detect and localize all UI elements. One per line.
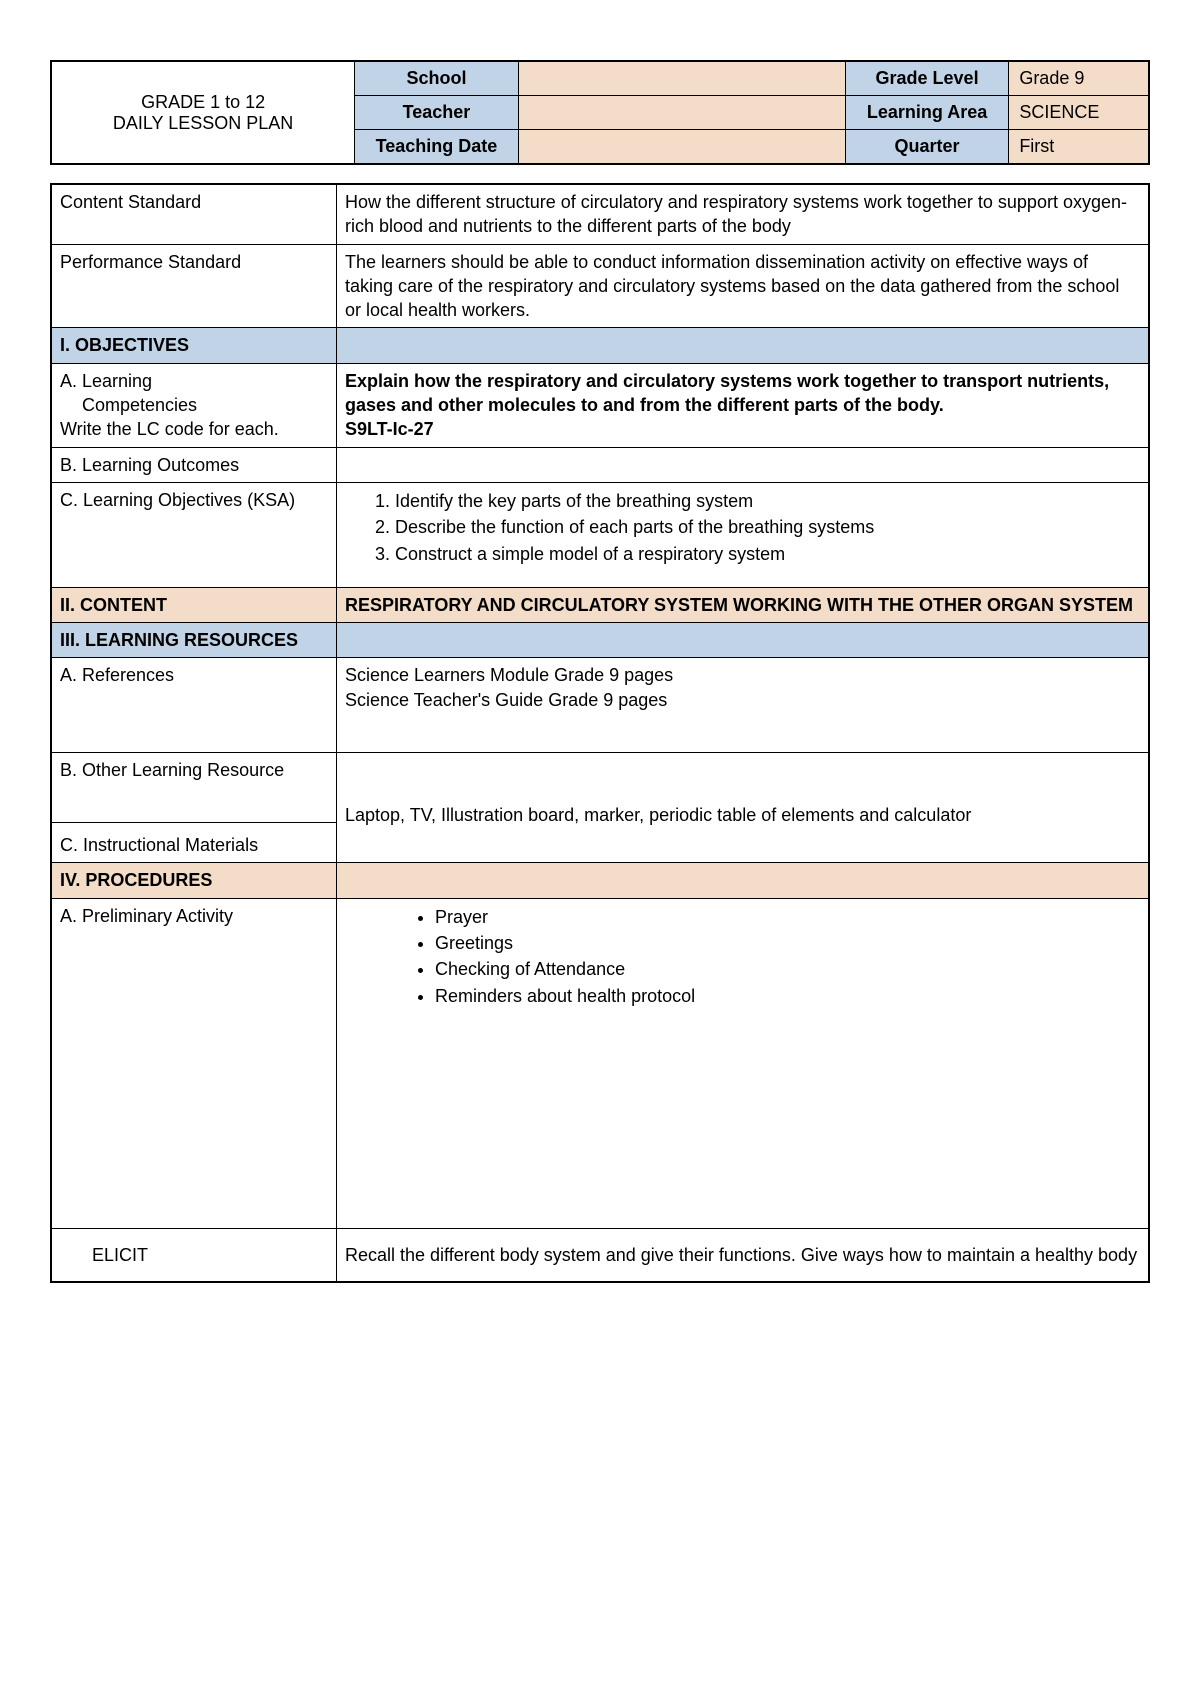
hdr-quarter-label: Quarter [845,130,1009,165]
section-content: II. CONTENT [51,587,336,622]
hdr-date-value [518,130,845,165]
list-item: Construct a simple model of a respirator… [395,541,1140,567]
list-item: Greetings [435,930,1140,956]
hdr-school-label: School [355,61,519,96]
hdr-grade-label: Grade Level [845,61,1009,96]
hdr-teacher-label: Teacher [355,96,519,130]
hdr-grade-value: Grade 9 [1009,61,1149,96]
hdr-teacher-value [518,96,845,130]
section-resources-blank [336,623,1149,658]
learning-outcomes-blank [336,447,1149,482]
hdr-date-label: Teaching Date [355,130,519,165]
list-item: Identify the key parts of the breathing … [395,488,1140,514]
hdr-school-value [518,61,845,96]
title-line2: DAILY LESSON PLAN [113,113,293,133]
plan-title: GRADE 1 to 12 DAILY LESSON PLAN [51,61,355,164]
hdr-quarter-value: First [1009,130,1149,165]
title-line1: GRADE 1 to 12 [141,92,265,112]
lo-label: C. Learning Objectives (KSA) [60,490,295,510]
hdr-area-label: Learning Area [845,96,1009,130]
instr-label: C. Instructional Materials [60,835,258,855]
elicit-text: Recall the different body system and giv… [336,1228,1149,1282]
prelim-label: A. Preliminary Activity [51,898,336,1228]
learning-outcomes-label: B. Learning Outcomes [51,447,336,482]
section-resources: III. LEARNING RESOURCES [51,623,336,658]
content-std-text: How the different structure of circulato… [336,184,1149,244]
section-objectives-blank [336,328,1149,363]
section-procedures-blank [336,863,1149,898]
hdr-area-value: SCIENCE [1009,96,1149,130]
elicit-label: ELICIT [51,1228,336,1282]
main-table: Content Standard How the different struc… [50,183,1150,1283]
other-label: B. Other Learning Resource [60,760,284,780]
list-item: Reminders about health protocol [435,983,1140,1009]
lc-text1: Explain how the respiratory and circulat… [345,369,1140,418]
content-std-label: Content Standard [51,184,336,244]
learning-comp-label: A. Learning Competencies Write the LC co… [51,363,336,447]
learning-objectives-label: C. Learning Objectives (KSA) [51,482,336,587]
perf-std-text: The learners should be able to conduct i… [336,244,1149,328]
list-item: Prayer [435,904,1140,930]
instructional-label: C. Instructional Materials [51,823,336,863]
references-label: A. References [51,658,336,753]
learning-comp-text: Explain how the respiratory and circulat… [336,363,1149,447]
section-content-text: RESPIRATORY AND CIRCULATORY SYSTEM WORKI… [336,587,1149,622]
prelim-list: Prayer Greetings Checking of Attendance … [336,898,1149,1228]
header-table: GRADE 1 to 12 DAILY LESSON PLAN School G… [50,60,1150,165]
section-objectives: I. OBJECTIVES [51,328,336,363]
other-resource-label: B. Other Learning Resource [51,753,336,823]
lc-l1: A. Learning [60,371,152,391]
references-text: Science Learners Module Grade 9 pages Sc… [336,658,1149,753]
lc-l3: Write the LC code for each. [60,419,279,439]
other-resource-text: Laptop, TV, Illustration board, marker, … [336,753,1149,863]
list-item: Checking of Attendance [435,956,1140,982]
learning-objectives-list: Identify the key parts of the breathing … [336,482,1149,587]
perf-std-label: Performance Standard [51,244,336,328]
ref-2: Science Teacher's Guide Grade 9 pages [345,688,1140,712]
lc-text2: S9LT-Ic-27 [345,417,1140,441]
lc-l2: Competencies [60,395,197,415]
section-procedures: IV. PROCEDURES [51,863,336,898]
ref-1: Science Learners Module Grade 9 pages [345,663,1140,687]
list-item: Describe the function of each parts of t… [395,514,1140,540]
